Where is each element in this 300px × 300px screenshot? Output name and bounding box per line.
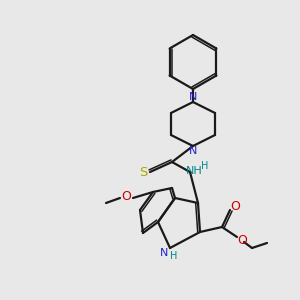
Text: S: S [139,167,147,179]
Text: O: O [237,233,247,247]
Text: O: O [121,190,131,203]
Text: N: N [189,146,197,156]
Text: H: H [170,251,178,261]
Text: NH: NH [186,166,202,176]
Text: N: N [160,248,168,258]
Text: H: H [201,161,209,171]
Text: N: N [189,92,197,102]
Text: O: O [230,200,240,212]
